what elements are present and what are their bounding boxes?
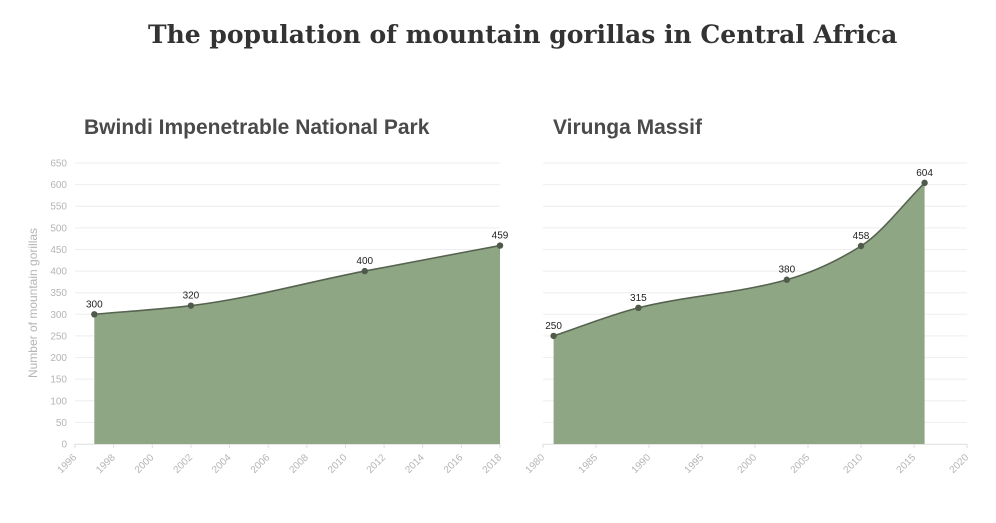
- data-label: 380: [778, 265, 795, 276]
- data-label: 320: [183, 291, 200, 302]
- x-tick-label: 1980: [524, 452, 548, 476]
- x-tick-label: 1985: [577, 452, 601, 476]
- x-tick-label: 2000: [133, 452, 157, 476]
- chart-title: The population of mountain gorillas in C…: [148, 20, 898, 49]
- x-tick-label: 2015: [895, 452, 919, 476]
- panel-bwindi: 0 50 100 150 200 250 300 350 400 450 500 550 600 650 1…: [50, 159, 508, 476]
- y-tick-label: 100: [50, 396, 67, 407]
- y-tick-label: 300: [50, 310, 67, 321]
- x-tick-label: 2018: [481, 452, 505, 476]
- y-tick-label: 600: [50, 180, 67, 191]
- x-tick-label: 2002: [172, 452, 196, 476]
- x-tick-label: 2016: [442, 452, 466, 476]
- data-label: 459: [492, 231, 509, 242]
- x-tick-label: 2006: [249, 452, 273, 476]
- y-tick-label: 0: [61, 440, 67, 451]
- x-tick-label: 1995: [683, 452, 707, 476]
- x-tick-label: 2000: [736, 452, 760, 476]
- y-tick-label: 500: [50, 223, 67, 234]
- series-line: [553, 182, 926, 337]
- x-tick-label: 2004: [210, 452, 234, 476]
- panel-virunga: 1980 1985 1990 1995 2000 2005 2010 2015 2020 250 3…: [524, 162, 972, 476]
- y-tick-label: 50: [56, 418, 68, 429]
- series-line: [94, 244, 501, 316]
- data-label: 315: [630, 293, 647, 304]
- x-tick-label: 2020: [948, 452, 972, 476]
- area-fill: [94, 245, 501, 444]
- data-label: 300: [86, 299, 103, 310]
- x-tick-label: 2005: [789, 452, 813, 476]
- y-tick-label: 250: [50, 331, 67, 342]
- y-tick-label: 400: [50, 267, 67, 278]
- data-point: [783, 276, 790, 283]
- x-tick-label: 2014: [403, 452, 427, 476]
- x-tick-label: 2012: [365, 452, 389, 476]
- data-point: [496, 242, 504, 249]
- data-point: [361, 267, 368, 275]
- data-point: [857, 242, 865, 250]
- panel-title-virunga: Virunga Massif: [553, 116, 702, 139]
- panel-title-bwindi: Bwindi Impenetrable National Park: [84, 116, 430, 139]
- data-point: [91, 311, 98, 318]
- x-tick-label: 1996: [56, 452, 80, 476]
- y-tick-label: 150: [50, 375, 67, 386]
- data-point: [550, 332, 557, 340]
- y-tick-label: 650: [50, 159, 67, 170]
- y-tick-label: 550: [50, 202, 67, 213]
- data-label: 458: [853, 231, 870, 242]
- y-axis-label: Number of mountain gorillas: [26, 228, 40, 378]
- data-label: 604: [916, 168, 933, 179]
- x-tick-label: 1998: [94, 452, 118, 476]
- data-point: [635, 304, 642, 312]
- x-tick-label: 2010: [842, 452, 866, 476]
- y-tick-label: 350: [50, 288, 67, 299]
- y-tick-label: 200: [50, 353, 67, 364]
- data-point: [921, 179, 928, 187]
- data-label: 400: [356, 256, 373, 267]
- x-tick-label: 1990: [630, 452, 654, 476]
- data-point: [187, 302, 195, 309]
- data-label: 250: [545, 321, 562, 332]
- area-fill: [553, 182, 925, 444]
- y-tick-label: 450: [50, 245, 67, 256]
- x-tick-label: 2008: [287, 452, 311, 476]
- x-tick-label: 2010: [326, 452, 350, 476]
